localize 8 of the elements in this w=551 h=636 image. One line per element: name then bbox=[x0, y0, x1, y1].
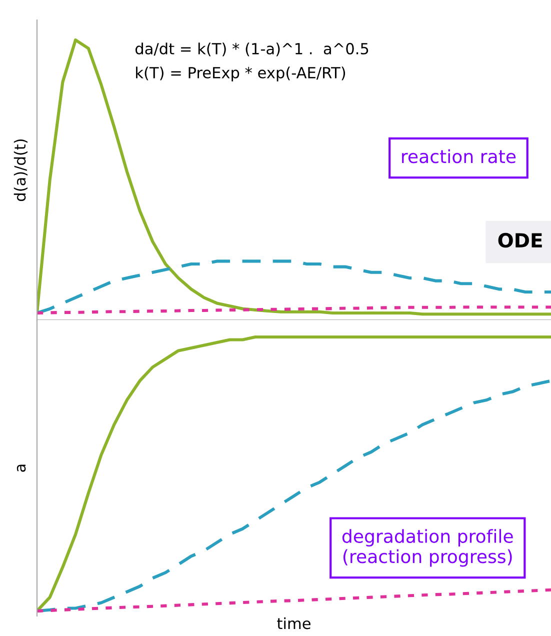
annotation: degradation profile (reaction progress) bbox=[342, 529, 513, 567]
annotation: reaction rate bbox=[402, 149, 516, 164]
annotation: k(T) = PreExp * exp(-AE/RT) bbox=[136, 66, 346, 82]
x-axis-title: time bbox=[277, 617, 310, 630]
annotation: da/dt = k(T) * (1-a)^1 . a^0.5 bbox=[136, 42, 368, 56]
annotation: ODE bbox=[498, 232, 542, 248]
y-axis-title: d(a)/d(t) bbox=[14, 139, 28, 202]
y-axis-title: a bbox=[16, 464, 26, 472]
